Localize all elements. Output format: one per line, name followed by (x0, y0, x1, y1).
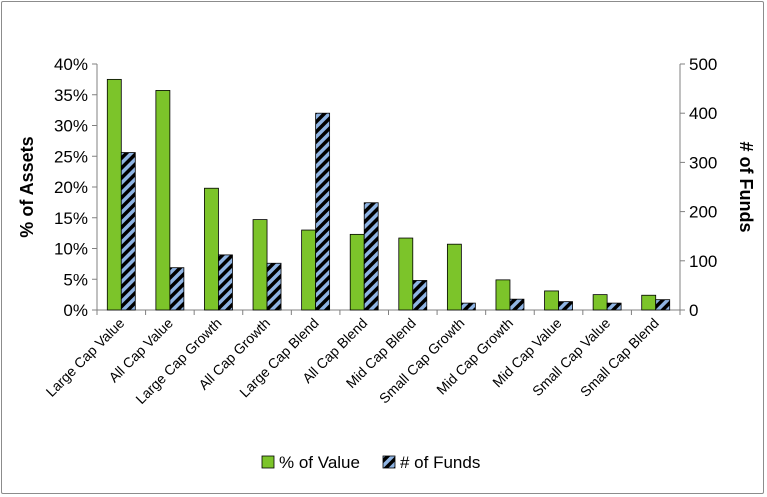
bar-percent-value (398, 237, 414, 311)
bar-percent-value (446, 243, 462, 311)
plot-area: 0% 5% 10% 15% 20% 25% 30% 35% 40% 0 100 200 300 400 50… (43, 55, 718, 407)
bar-percent-value (641, 294, 657, 311)
y-tick-label: 20% (54, 178, 88, 197)
bar-percent-value (495, 279, 511, 311)
y2-tick-label: 0 (689, 301, 698, 320)
y2-tick-label: 500 (689, 55, 717, 74)
y-axis-title: % of Assets (17, 136, 37, 237)
bar-percent-value (349, 233, 365, 311)
bar-number-of-funds (169, 267, 185, 311)
bar-percent-value (592, 294, 608, 311)
bar-number-of-funds (412, 280, 428, 311)
legend-label-funds: # of Funds (400, 453, 480, 472)
bar-number-of-funds (266, 262, 282, 311)
y2-tick-label: 200 (689, 203, 717, 222)
legend-swatch-value (261, 455, 275, 469)
legend-swatch-funds (382, 455, 396, 469)
y-tick-label: 35% (54, 86, 88, 105)
bar-number-of-funds (655, 299, 671, 311)
bar-percent-value (301, 229, 317, 311)
bar-number-of-funds (509, 298, 525, 311)
y2-tick-label: 300 (689, 153, 717, 172)
y-tick-label: 40% (54, 55, 88, 74)
bar-percent-value (155, 90, 171, 311)
bar-number-of-funds (315, 112, 331, 311)
bar-number-of-funds (460, 302, 476, 311)
y2-tick-label: 100 (689, 252, 717, 271)
bar-number-of-funds (363, 202, 379, 311)
y2-tick-label: 400 (689, 104, 717, 123)
y2-axis-title: # of Funds (736, 142, 756, 233)
bar-percent-value (544, 290, 559, 311)
y-tick-label: 0% (63, 301, 88, 320)
x-tick-label: Large Cap Value (43, 315, 128, 400)
bar-percent-value (204, 187, 219, 311)
bar-number-of-funds (218, 254, 233, 311)
y-tick-label: 5% (63, 270, 88, 289)
bar-number-of-funds (558, 301, 573, 311)
bar-percent-value (252, 219, 268, 311)
y-tick-label: 25% (54, 147, 88, 166)
bar-percent-value (106, 78, 122, 311)
legend-label-value: % of Value (279, 453, 360, 472)
y-tick-label: 30% (54, 117, 88, 136)
x-tick-label: Large Cap Growth (132, 315, 224, 407)
bar-number-of-funds (606, 302, 622, 311)
y-tick-label: 10% (54, 240, 88, 259)
x-tick-label: Small Cap Growth (376, 315, 468, 407)
legend: % of Value # of Funds (261, 453, 480, 472)
bar-number-of-funds (120, 152, 136, 311)
y-tick-label: 15% (54, 209, 88, 228)
